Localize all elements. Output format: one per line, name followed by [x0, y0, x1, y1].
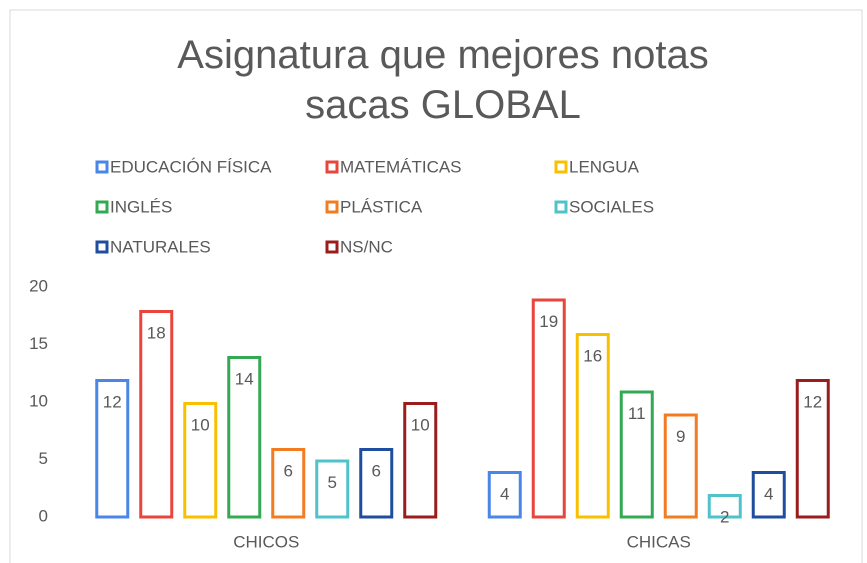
bar — [751, 471, 786, 519]
data-label: 6 — [284, 461, 293, 480]
legend-swatch — [325, 240, 339, 254]
data-label: 11 — [628, 404, 646, 423]
bar — [487, 471, 522, 519]
bar — [663, 413, 698, 519]
legend-label: EDUCACIÓN FÍSICA — [110, 157, 272, 176]
legend-swatch — [95, 200, 109, 214]
bar — [227, 356, 262, 519]
y-tick-label: 20 — [29, 276, 48, 295]
legend-label: PLÁSTICA — [340, 197, 423, 216]
bar — [271, 448, 306, 519]
bar — [95, 379, 130, 519]
bar — [619, 390, 654, 519]
legend-swatch — [325, 200, 339, 214]
data-label: 5 — [328, 473, 337, 492]
legend-swatch — [325, 160, 339, 174]
data-label: 16 — [583, 346, 602, 365]
y-tick-label: 10 — [29, 391, 48, 410]
y-tick-label: 0 — [39, 506, 48, 525]
y-tick-label: 5 — [39, 449, 48, 468]
data-label: 6 — [372, 461, 381, 480]
y-tick-label: 15 — [29, 334, 48, 353]
data-label: 9 — [676, 427, 685, 446]
legend-swatch — [95, 240, 109, 254]
data-label: 10 — [191, 415, 210, 434]
bar — [707, 494, 742, 519]
chart-border — [9, 9, 863, 563]
data-label: 12 — [803, 392, 822, 411]
legend-label: NATURALES — [110, 237, 211, 256]
legend-swatch — [554, 160, 568, 174]
bar — [183, 402, 218, 519]
data-label: 14 — [235, 369, 254, 388]
x-tick-label: CHICAS — [627, 532, 691, 551]
legend-label: MATEMÁTICAS — [340, 157, 462, 176]
legend-swatch — [554, 200, 568, 214]
bar — [359, 448, 394, 519]
data-label: 19 — [539, 312, 558, 331]
chart-title: Asignatura que mejores notas sacas GLOBA… — [177, 33, 709, 127]
bar — [575, 333, 610, 519]
data-label: 2 — [720, 507, 729, 526]
bar — [531, 298, 566, 519]
legend-swatch — [95, 160, 109, 174]
legend-label: LENGUA — [569, 157, 640, 176]
data-label: 18 — [147, 323, 166, 342]
legend-label: NS/NC — [340, 237, 393, 256]
legend-label: INGLÉS — [110, 197, 172, 216]
bar — [315, 459, 350, 519]
data-label: 10 — [411, 415, 430, 434]
data-label: 4 — [764, 484, 773, 503]
bar — [139, 310, 174, 519]
data-label: 4 — [500, 484, 509, 503]
bar — [403, 402, 438, 519]
legend-label: SOCIALES — [569, 197, 654, 216]
data-label: 12 — [103, 392, 122, 411]
x-tick-label: CHICOS — [233, 532, 299, 551]
bar — [795, 379, 830, 519]
